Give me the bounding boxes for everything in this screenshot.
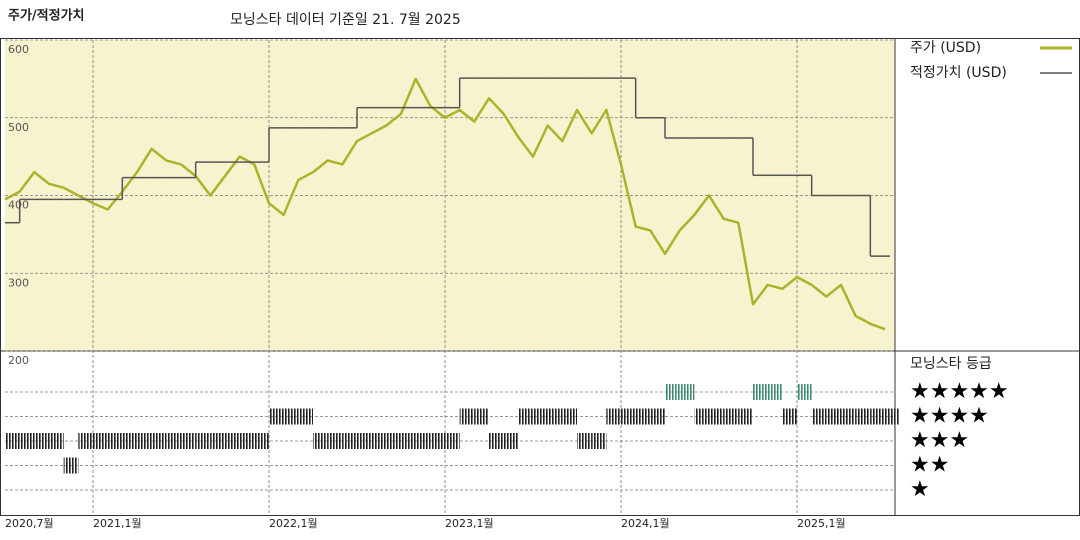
y-tick-label: 600	[8, 43, 29, 56]
rating-bar	[181, 433, 196, 449]
rating-bar	[489, 433, 504, 449]
rating-bar	[151, 433, 167, 449]
rating-bar	[562, 408, 577, 425]
rating-bar	[342, 433, 357, 449]
rating-bar	[723, 408, 739, 425]
rating-bar	[694, 408, 709, 425]
x-tick-label: 2025,1월	[797, 517, 846, 530]
rating-bar	[503, 433, 519, 449]
rating-bar	[841, 408, 856, 425]
legend-label: 적정가치 (USD)	[910, 65, 1007, 81]
rating-bar	[591, 433, 607, 449]
y-tick-label: 300	[8, 276, 29, 289]
rating-bar	[577, 433, 592, 449]
rating-bar	[19, 433, 35, 449]
rating-label: ★★★★★	[910, 379, 1009, 404]
rating-bar	[107, 433, 123, 449]
rating-label: ★	[910, 477, 930, 502]
rating-bar	[5, 433, 20, 449]
rating-bar	[49, 433, 64, 449]
rating-bar	[63, 457, 79, 474]
rating-bar	[401, 433, 416, 449]
rating-bar	[93, 433, 108, 449]
rating-bar	[518, 408, 533, 425]
rating-bar	[254, 433, 269, 449]
x-tick-label: 2020,7월	[5, 517, 54, 530]
rating-bar	[386, 433, 401, 449]
x-tick-label: 2021,1월	[93, 517, 142, 530]
rating-bar	[195, 433, 211, 449]
rating-bar	[357, 433, 372, 449]
rating-bar	[137, 433, 152, 449]
rating-bar	[855, 408, 871, 425]
rating-bar	[885, 408, 900, 425]
rating-bar	[415, 433, 431, 449]
rating-bar	[621, 408, 636, 425]
price-line	[4, 77, 886, 331]
rating-bar	[811, 408, 827, 425]
rating-bar	[239, 433, 255, 449]
rating-bar	[474, 408, 489, 425]
rating-bar	[797, 384, 812, 400]
x-tick-label: 2023,1월	[445, 517, 494, 530]
y-tick-label: 500	[8, 121, 29, 134]
rating-bar	[225, 433, 240, 449]
rating-bar	[679, 384, 695, 400]
chart-title: 주가/적정가치	[8, 8, 85, 24]
rating-bar	[826, 408, 841, 425]
rating-bar	[371, 433, 387, 449]
rating-bar	[210, 433, 225, 449]
rating-bar	[78, 433, 93, 449]
rating-label: ★★★★	[910, 404, 989, 429]
chart-subtitle: 모닝스타 데이터 기준일 21. 7월 2025	[230, 12, 461, 28]
rating-bar	[650, 408, 665, 425]
rating-bar	[459, 408, 475, 425]
rating-bar	[313, 433, 328, 449]
rating-bar	[547, 408, 563, 425]
rating-bar	[709, 408, 724, 425]
rating-bar	[635, 408, 651, 425]
rating-bar	[283, 408, 299, 425]
rating-bar	[34, 433, 49, 449]
y-tick-label: 200	[8, 354, 29, 367]
x-tick-label: 2022,1월	[269, 517, 318, 530]
rating-bar	[665, 384, 680, 400]
rating-bar	[738, 408, 753, 425]
y-tick-label: 400	[8, 199, 29, 212]
rating-bar	[753, 384, 768, 400]
rating-label: ★★	[910, 453, 949, 478]
x-tick-label: 2024,1월	[621, 517, 670, 530]
rating-bar	[445, 433, 460, 449]
rating-bar	[327, 433, 343, 449]
rating-bar	[782, 408, 797, 425]
rating-bar	[606, 408, 621, 425]
rating-bar	[533, 408, 548, 425]
rating-bar	[430, 433, 445, 449]
legend-label: 주가 (USD)	[910, 40, 981, 56]
rating-bar	[767, 384, 783, 400]
rating-bar	[122, 433, 137, 449]
rating-bar	[870, 408, 885, 425]
rating-label: ★★★	[910, 428, 969, 453]
rating-bar	[166, 433, 181, 449]
rating-bar	[269, 408, 284, 425]
rating-bar	[298, 408, 313, 425]
rating-legend-title: 모닝스타 등급	[910, 356, 992, 372]
